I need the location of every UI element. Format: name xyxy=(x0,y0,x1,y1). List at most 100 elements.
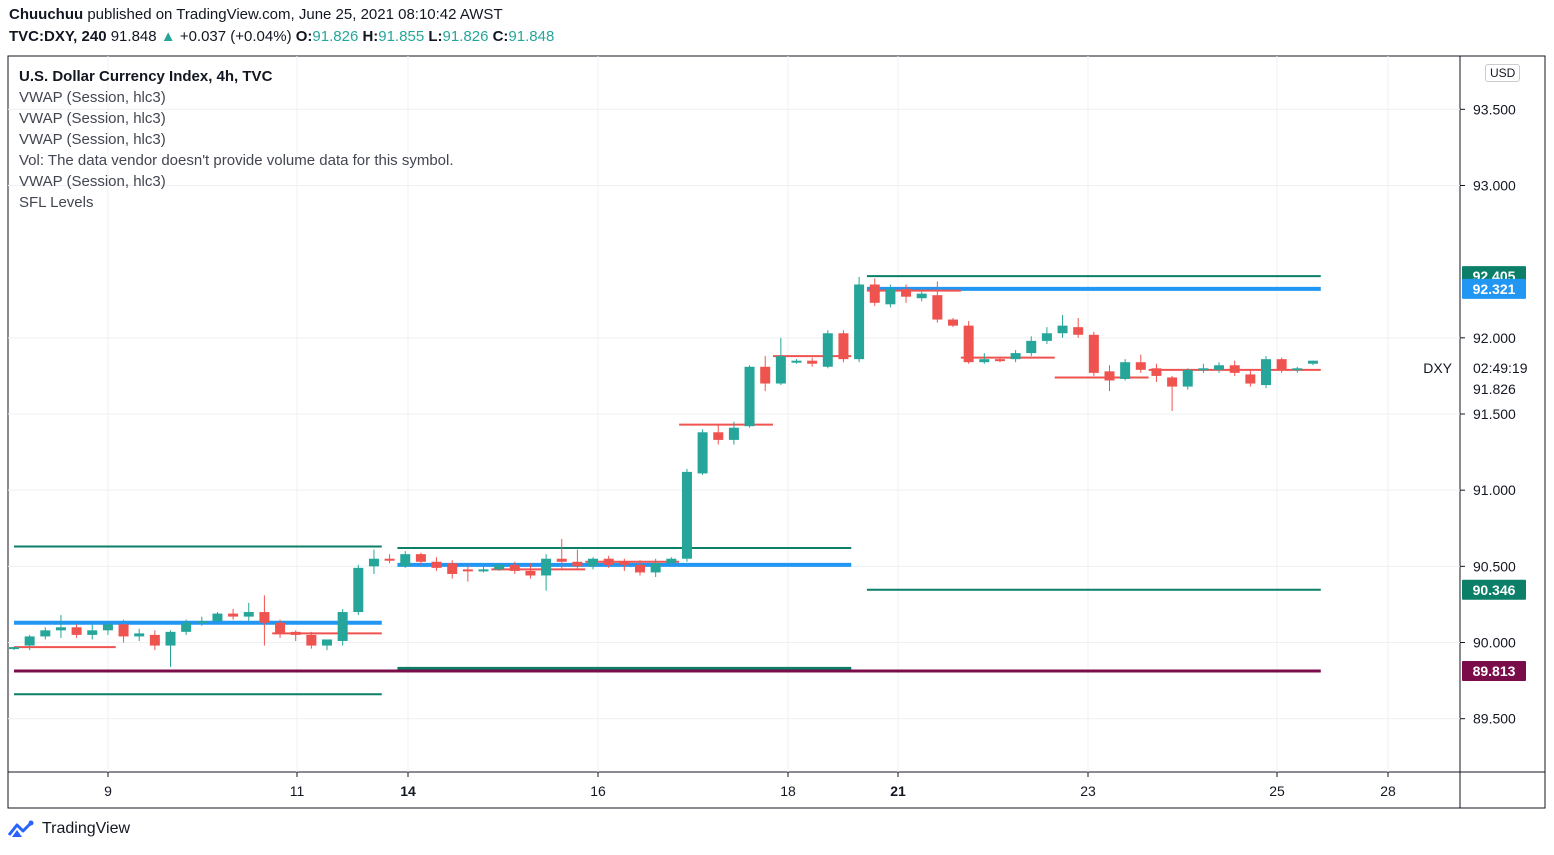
legend-item[interactable]: SFL Levels xyxy=(19,194,94,211)
publish-info: Chuuchuu published on TradingView.com, J… xyxy=(9,6,503,23)
candle-body xyxy=(228,613,239,617)
candle-body xyxy=(368,558,379,567)
candle-body xyxy=(87,630,98,635)
last-price: 91.848 xyxy=(110,28,157,45)
candle-body xyxy=(306,634,317,646)
legend-title[interactable]: U.S. Dollar Currency Index, 4h, TVC xyxy=(19,68,273,85)
y-tick-label: 91.000 xyxy=(1473,482,1516,498)
y-tick-label: 90.500 xyxy=(1473,558,1516,574)
candle-body xyxy=(1151,368,1162,376)
candle-body xyxy=(509,564,520,571)
high-value: 91.855 xyxy=(378,28,425,45)
candle-body xyxy=(807,360,818,364)
candle-body xyxy=(275,622,286,634)
legend-item[interactable]: VWAP (Session, hlc3) xyxy=(19,110,166,127)
candle-body xyxy=(478,569,489,572)
x-tick-label: 25 xyxy=(1269,783,1285,799)
candle-body xyxy=(259,612,270,623)
candle-body xyxy=(697,432,708,474)
candle-body xyxy=(290,631,301,635)
candle-body xyxy=(431,561,442,568)
candle-body xyxy=(322,639,332,646)
candle-body xyxy=(165,631,176,646)
candle-body xyxy=(1167,377,1178,387)
legend-item[interactable]: VWAP (Session, hlc3) xyxy=(19,89,166,106)
candle-body xyxy=(71,627,82,635)
candle-body xyxy=(102,624,113,631)
x-tick-label: 16 xyxy=(590,783,606,799)
candle-body xyxy=(384,558,395,561)
candle-body xyxy=(196,621,207,624)
candle-body xyxy=(635,564,645,573)
candle-body xyxy=(1292,368,1303,371)
candle-body xyxy=(979,359,990,363)
chart-legend: U.S. Dollar Currency Index, 4h, TVC VWAP… xyxy=(19,66,454,213)
low-value: 91.826 xyxy=(442,28,489,45)
candle-body xyxy=(1214,365,1225,370)
candle-body xyxy=(1261,359,1271,386)
candle-body xyxy=(932,295,943,320)
x-tick-label: 9 xyxy=(104,783,112,799)
candle-body xyxy=(650,563,661,573)
author-name[interactable]: Chuuchuu xyxy=(9,6,84,23)
published-text: published on TradingView.com, June 25, 2… xyxy=(87,6,503,23)
legend-item[interactable]: VWAP (Session, hlc3) xyxy=(19,131,166,148)
x-tick-label: 18 xyxy=(780,783,796,799)
price-badge xyxy=(1462,579,1526,600)
legend-item[interactable]: VWAP (Session, hlc3) xyxy=(19,173,166,190)
candle-body xyxy=(1041,333,1052,341)
level-lines xyxy=(14,275,1321,696)
high-label: H: xyxy=(362,28,379,45)
candle-body xyxy=(462,569,473,572)
candle-body xyxy=(760,366,771,384)
quote-line: TVC:DXY, 240 91.848 ▲ +0.037 (+0.04%) O:… xyxy=(9,28,554,45)
candle-body xyxy=(134,633,145,637)
candle-body xyxy=(1229,365,1240,373)
candle-body xyxy=(55,627,66,631)
x-tick-label: 23 xyxy=(1080,783,1096,799)
candle-body xyxy=(337,612,348,641)
x-tick-label: 14 xyxy=(400,783,416,799)
candle-body xyxy=(994,359,1005,362)
candle-body xyxy=(525,570,536,576)
candle-body xyxy=(400,554,411,567)
candle-body xyxy=(243,612,254,617)
price-badge xyxy=(1462,660,1526,681)
price-badge xyxy=(1462,278,1526,299)
candle-body xyxy=(1057,325,1068,334)
candle-body xyxy=(24,636,35,646)
footer-brand[interactable]: TradingView xyxy=(8,820,130,838)
last-price-countdown: 02:49:19 xyxy=(1473,360,1528,376)
candle-body xyxy=(728,427,739,440)
y-tick-label: 90.000 xyxy=(1473,635,1516,651)
candle-body xyxy=(1026,340,1037,354)
candle-body xyxy=(181,622,192,632)
candle-body xyxy=(1010,353,1021,360)
candle-body xyxy=(588,558,599,567)
candle-body xyxy=(212,613,223,622)
y-tick-label: 89.500 xyxy=(1473,711,1516,727)
candle-body xyxy=(556,558,567,562)
x-tick-label: 11 xyxy=(290,783,305,799)
candle-body xyxy=(948,319,958,326)
y-tick-label: 93.500 xyxy=(1473,101,1516,117)
candle-body xyxy=(791,360,802,363)
candle-body xyxy=(713,432,724,440)
candle-body xyxy=(149,634,160,646)
legend-item[interactable]: Vol: The data vendor doesn't provide vol… xyxy=(19,152,454,169)
candle-body xyxy=(885,289,896,305)
close-label: C: xyxy=(492,28,509,45)
candle-body xyxy=(681,471,692,559)
candle-body xyxy=(1276,359,1287,370)
change-value: +0.037 (+0.04%) xyxy=(179,28,292,45)
last-price-value: 91.826 xyxy=(1473,381,1516,397)
price-badge-label: 90.346 xyxy=(1473,582,1516,598)
candle-body xyxy=(1073,327,1084,335)
candle-body xyxy=(1120,362,1131,379)
candle-body xyxy=(353,567,364,613)
candle-body xyxy=(901,289,912,297)
currency-button[interactable]: USD xyxy=(1485,64,1521,82)
y-tick-label: 93.000 xyxy=(1473,177,1516,193)
price-badge-label: 92.321 xyxy=(1473,281,1516,297)
